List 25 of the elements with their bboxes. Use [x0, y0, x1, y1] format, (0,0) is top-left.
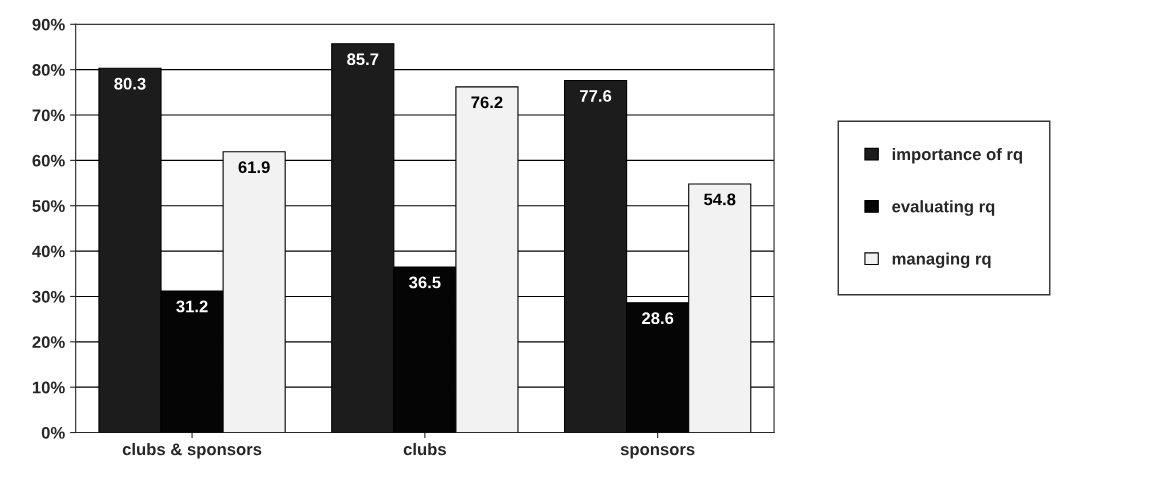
- y-tick-label: 20%: [32, 336, 65, 349]
- y-tick-label: 80%: [32, 64, 65, 76]
- y-tick-label: 0%: [41, 426, 65, 439]
- y-tick-label: 10%: [32, 381, 65, 394]
- data-label: 31.2: [176, 300, 208, 313]
- data-label: 28.6: [642, 312, 674, 325]
- y-tick-label: 60%: [32, 154, 65, 167]
- data-label: 54.8: [704, 193, 736, 206]
- legend-label: managing rq: [892, 252, 991, 269]
- data-label: 76.2: [471, 96, 503, 109]
- legend-label: importance of rq: [892, 147, 1022, 164]
- y-tick-label: 50%: [32, 200, 65, 212]
- data-label: 61.9: [238, 161, 270, 174]
- y-tick-label: 30%: [32, 290, 65, 303]
- data-label: 80.3: [114, 77, 146, 90]
- y-tick-label: 40%: [32, 245, 65, 258]
- data-label: 36.5: [409, 276, 441, 289]
- x-tick-label: clubs & sponsors: [122, 442, 262, 459]
- x-tick-label: clubs: [403, 442, 446, 456]
- x-tick-label: sponsors: [620, 446, 695, 459]
- y-tick-label: 90%: [32, 18, 65, 31]
- data-label: 77.6: [580, 90, 612, 102]
- data-label: 85.7: [347, 53, 379, 66]
- legend-label: evaluating rq: [892, 200, 995, 216]
- y-tick-label: 70%: [32, 109, 65, 122]
